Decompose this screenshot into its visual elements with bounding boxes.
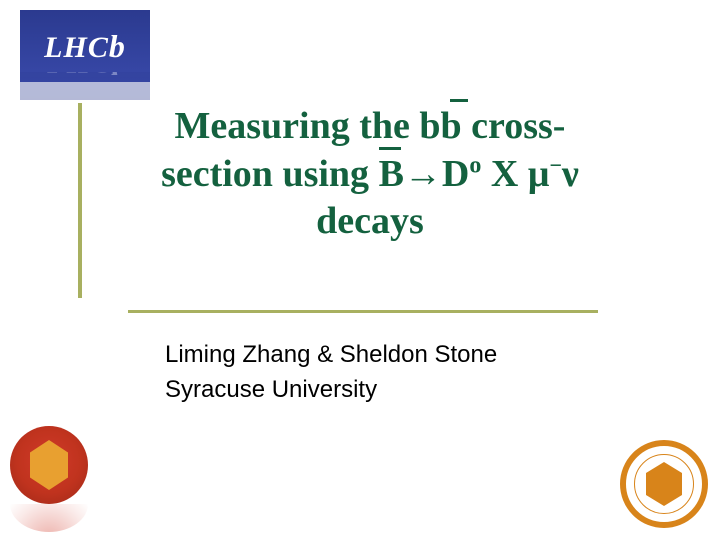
authors-affiliation: Syracuse University: [165, 373, 615, 408]
title-d: D: [442, 153, 469, 195]
horizontal-rule: [128, 310, 598, 313]
lhcb-logo-text: LHCb: [44, 28, 126, 65]
syracuse-seal-orange: [620, 440, 708, 528]
slide-title: Measuring the bb cross- section using B→…: [90, 103, 650, 246]
seal-shield-icon: [30, 440, 68, 490]
syracuse-seal-red-reflection: [10, 504, 88, 532]
title-bbar-1: b: [441, 103, 462, 151]
syracuse-seal-red: [10, 426, 88, 504]
title-text-4: decays: [316, 200, 424, 242]
lhcb-logo-reflection: LHCb: [20, 72, 150, 100]
vertical-accent-bar: [78, 103, 82, 298]
title-text-2: cross-: [462, 105, 566, 147]
title-bbar-2: B: [379, 151, 404, 199]
title-arrow: →: [404, 153, 442, 195]
logo-lower: b: [109, 28, 126, 64]
title-text-3: section using: [161, 153, 378, 195]
title-text-1: Measuring the b: [175, 105, 441, 147]
title-minus: −: [549, 152, 562, 177]
authors-block: Liming Zhang & Sheldon Stone Syracuse Un…: [165, 338, 615, 408]
seal-shield-icon: [646, 462, 682, 506]
logo-upper: LHC: [44, 31, 109, 64]
title-mu: μ: [528, 153, 550, 195]
authors-names: Liming Zhang & Sheldon Stone: [165, 338, 615, 373]
title-nu: ν: [562, 153, 579, 195]
title-x: X: [481, 153, 527, 195]
title-sup-o: o: [469, 152, 481, 178]
